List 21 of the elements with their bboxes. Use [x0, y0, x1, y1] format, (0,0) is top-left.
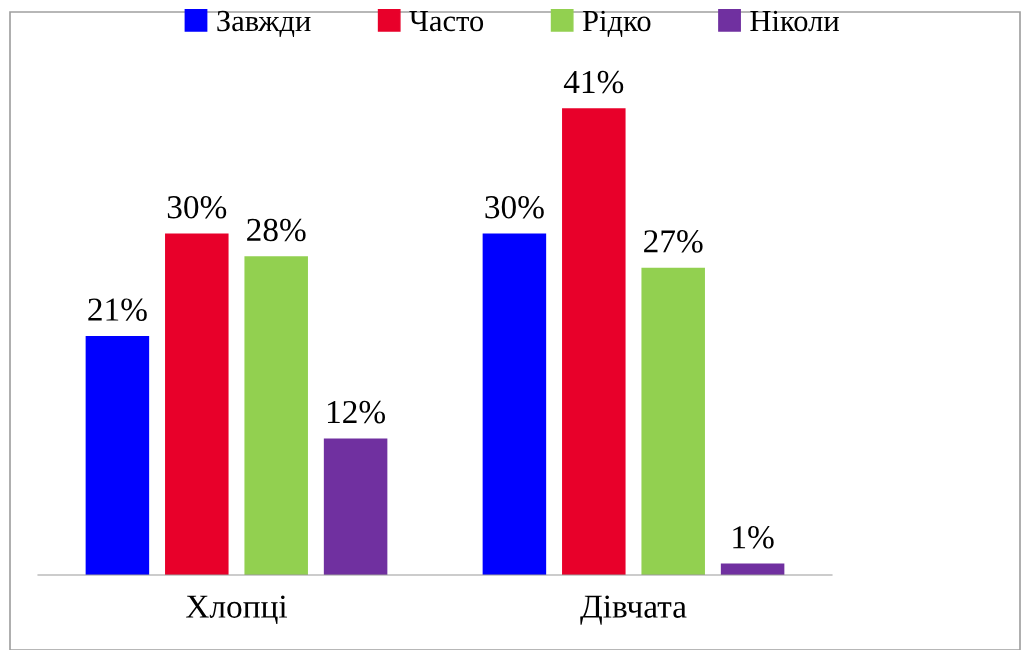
data-label: 12%: [327, 400, 386, 424]
x-tick-label: Хлопці: [186, 595, 288, 625]
legend-label: Завжди: [217, 10, 311, 37]
bar: [165, 233, 229, 575]
bar: [323, 438, 388, 575]
bar: [244, 256, 308, 575]
data-label: 28%: [247, 218, 306, 242]
data-label: 41%: [563, 70, 624, 94]
bar: [562, 108, 626, 575]
legend-label: Ніколи: [750, 10, 839, 32]
bar: [85, 335, 150, 575]
legend-label: Рідко: [582, 10, 651, 37]
x-tick-label: Дівчата: [580, 595, 687, 625]
data-label: 1%: [733, 526, 774, 549]
data-label: 30%: [485, 195, 544, 219]
legend-label: Часто: [409, 10, 484, 32]
bar: [641, 267, 705, 575]
data-label: 21%: [88, 298, 147, 321]
data-label: 30%: [167, 195, 227, 219]
bar: [482, 233, 547, 575]
data-label: 27%: [644, 230, 703, 253]
